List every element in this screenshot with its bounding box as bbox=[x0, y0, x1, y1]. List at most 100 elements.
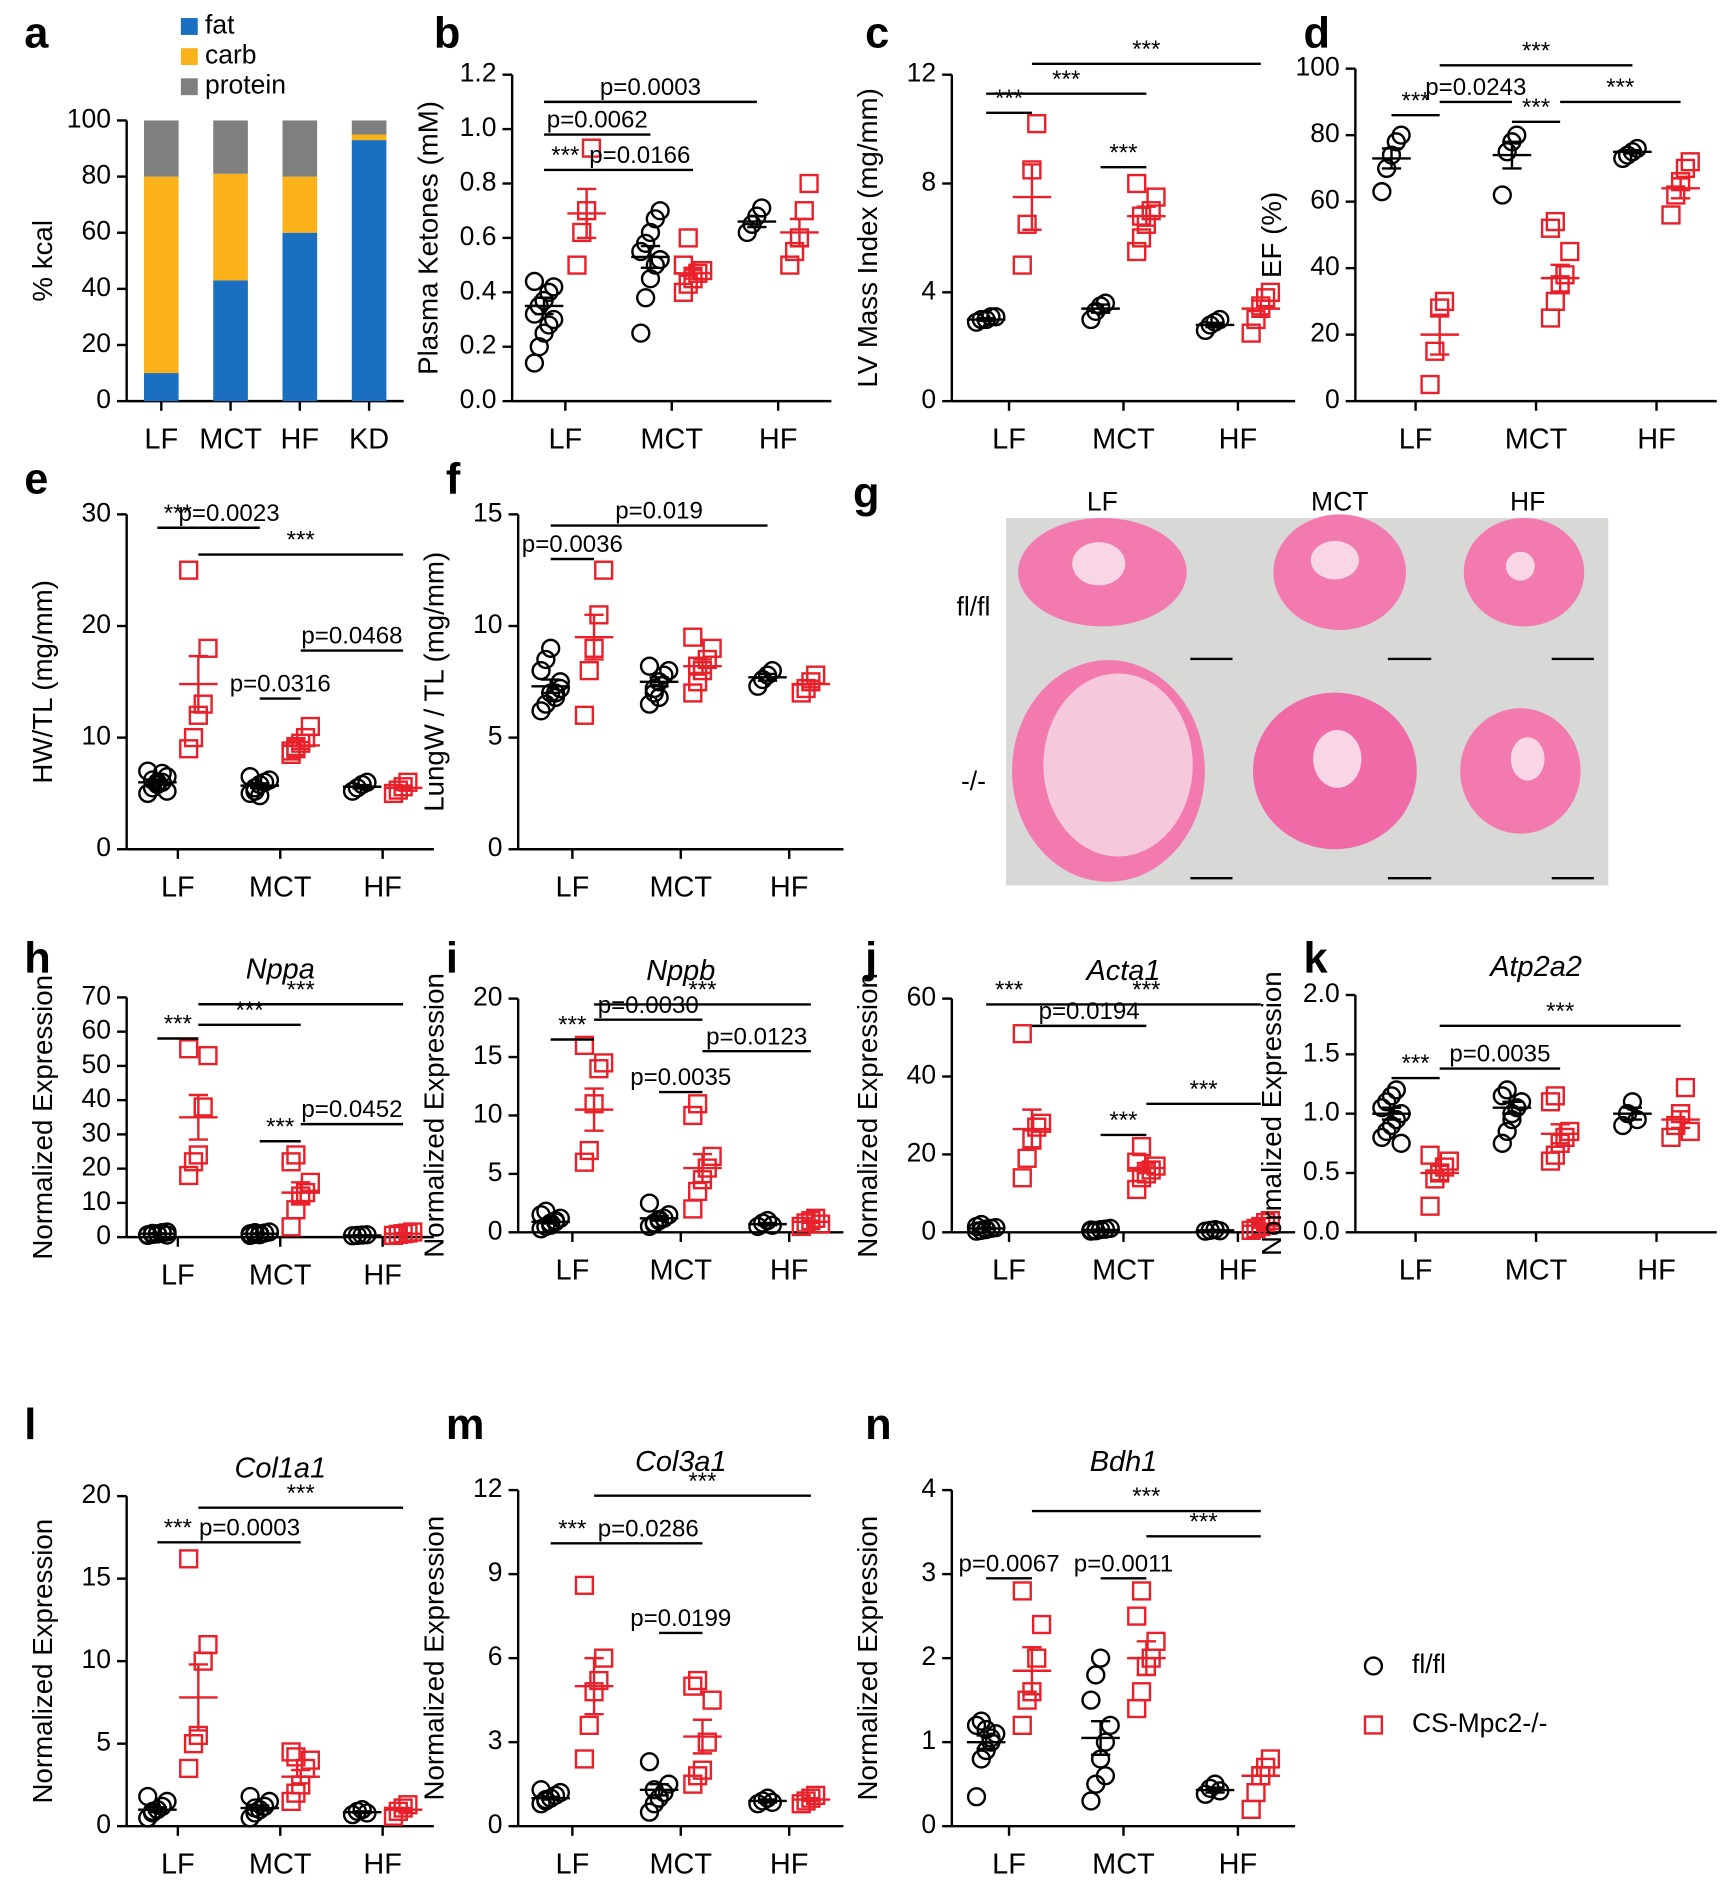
significance-label: *** bbox=[1052, 66, 1080, 93]
bar-segment bbox=[282, 232, 318, 402]
y-tick-label: 1.5 bbox=[1303, 1037, 1340, 1067]
bar-segment bbox=[282, 120, 318, 177]
point bbox=[1560, 241, 1580, 262]
point bbox=[529, 337, 549, 357]
significance-label: *** bbox=[1190, 1508, 1218, 1535]
significance-label: *** bbox=[287, 527, 315, 554]
point bbox=[1081, 1791, 1101, 1811]
significance-label: p=0.0062 bbox=[547, 107, 648, 134]
point bbox=[1372, 1127, 1392, 1148]
y-tick-label: 10 bbox=[473, 1098, 502, 1128]
point bbox=[683, 627, 703, 647]
point bbox=[1027, 114, 1047, 134]
point bbox=[1420, 1145, 1440, 1165]
point bbox=[179, 739, 199, 759]
panel-letter: k bbox=[1304, 935, 1329, 983]
point bbox=[1012, 1715, 1032, 1735]
significance-label: *** bbox=[688, 977, 716, 1004]
bar-segment bbox=[213, 280, 248, 402]
point bbox=[179, 560, 199, 580]
panel-letter: a bbox=[24, 10, 49, 58]
x-tick-label: HF bbox=[759, 424, 798, 456]
bar-segment bbox=[143, 176, 179, 374]
point bbox=[536, 694, 556, 714]
point bbox=[1127, 1698, 1147, 1719]
y-tick-label: 10 bbox=[82, 1644, 111, 1674]
x-tick-label: MCT bbox=[249, 1849, 312, 1881]
x-tick-label: HF bbox=[1637, 1255, 1676, 1287]
point bbox=[1497, 142, 1517, 162]
y-tick-label: 10 bbox=[473, 609, 502, 639]
significance-label: p=0.0023 bbox=[179, 500, 280, 527]
point bbox=[544, 309, 564, 330]
significance-label: p=0.019 bbox=[615, 498, 703, 525]
point bbox=[183, 727, 204, 748]
point bbox=[1141, 201, 1161, 221]
point bbox=[539, 282, 559, 302]
y-tick-label: 0 bbox=[96, 384, 111, 414]
point bbox=[286, 1747, 306, 1767]
point bbox=[1086, 1665, 1106, 1685]
point bbox=[1260, 1210, 1281, 1231]
y-axis-label: % kcal bbox=[27, 220, 58, 302]
point bbox=[1545, 1086, 1565, 1106]
point bbox=[1372, 182, 1392, 202]
y-tick-label: 50 bbox=[82, 1049, 111, 1079]
x-tick-label: MCT bbox=[1505, 1255, 1568, 1287]
x-tick-label: MCT bbox=[1092, 1849, 1155, 1881]
point bbox=[640, 269, 661, 289]
point bbox=[579, 1140, 599, 1161]
legend-label: CS-Mpc2-/- bbox=[1412, 1708, 1547, 1738]
y-axis-label: Normalized Expression bbox=[1256, 971, 1287, 1256]
point bbox=[574, 1152, 595, 1172]
point bbox=[1434, 291, 1455, 312]
x-tick-label: HF bbox=[363, 1849, 402, 1881]
x-tick-label: LF bbox=[161, 1260, 195, 1292]
x-tick-label: MCT bbox=[199, 424, 262, 456]
point bbox=[1540, 308, 1561, 328]
point bbox=[1666, 185, 1686, 205]
x-tick-label: HF bbox=[281, 424, 320, 456]
point bbox=[198, 1045, 218, 1066]
point bbox=[1131, 1136, 1152, 1157]
column-label: HF bbox=[1510, 487, 1545, 517]
point bbox=[574, 1035, 595, 1055]
point bbox=[966, 1715, 987, 1735]
x-tick-label: LF bbox=[1399, 1255, 1433, 1287]
point bbox=[281, 1152, 301, 1172]
significance-label: *** bbox=[164, 500, 192, 527]
point bbox=[688, 1766, 708, 1786]
point bbox=[1680, 152, 1700, 172]
point bbox=[579, 1715, 599, 1735]
column-label: LF bbox=[1087, 487, 1118, 517]
point bbox=[1095, 1732, 1116, 1752]
point bbox=[1017, 1148, 1037, 1168]
x-tick-label: MCT bbox=[1505, 424, 1568, 456]
point bbox=[702, 1146, 722, 1166]
point bbox=[179, 1165, 199, 1186]
significance-label: p=0.0123 bbox=[706, 1023, 807, 1050]
significance-label: *** bbox=[558, 1012, 586, 1039]
point bbox=[1540, 218, 1561, 238]
point bbox=[300, 716, 321, 737]
point bbox=[1127, 1179, 1147, 1200]
x-tick-label: LF bbox=[144, 424, 178, 456]
point bbox=[780, 255, 800, 275]
legend-label: protein bbox=[205, 70, 286, 100]
point bbox=[342, 1804, 363, 1825]
significance-label: *** bbox=[688, 1468, 716, 1495]
point bbox=[1377, 1121, 1397, 1142]
legend-label: carb bbox=[205, 40, 257, 70]
x-tick-label: LF bbox=[161, 872, 195, 904]
panel-letter: e bbox=[24, 455, 48, 503]
significance-label: *** bbox=[164, 1011, 192, 1038]
y-axis-label: Normalized Expression bbox=[852, 973, 883, 1258]
y-tick-label: 30 bbox=[82, 497, 111, 527]
y-tick-label: 4 bbox=[921, 275, 936, 305]
significance-label: *** bbox=[995, 977, 1023, 1004]
point bbox=[1241, 1799, 1261, 1820]
point bbox=[640, 222, 661, 243]
point bbox=[1131, 1581, 1152, 1601]
significance-label: *** bbox=[287, 1480, 315, 1507]
y-tick-label: 40 bbox=[82, 272, 111, 302]
